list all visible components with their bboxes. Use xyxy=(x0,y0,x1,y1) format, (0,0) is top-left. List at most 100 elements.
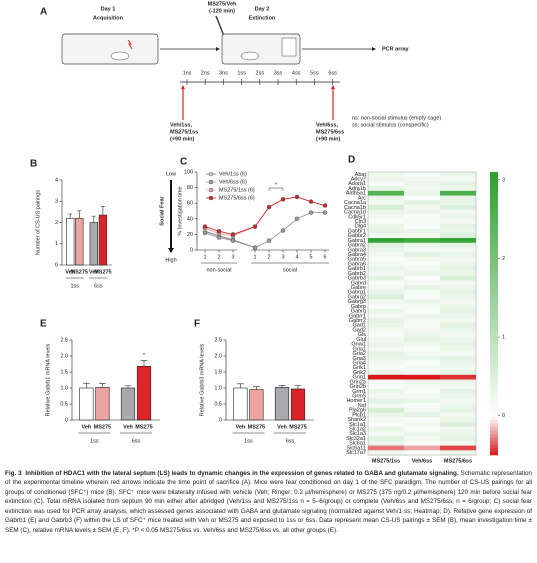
row-label: Gria4 xyxy=(353,360,366,366)
heat-cell xyxy=(368,238,404,243)
heat-cell xyxy=(440,426,476,432)
bar xyxy=(98,214,108,266)
row-label: Gad2 xyxy=(353,327,366,333)
heat-cell xyxy=(404,238,440,243)
heat-cell xyxy=(368,445,404,451)
sacrifice-label: (+90 min) xyxy=(316,136,340,142)
colorbar-step xyxy=(490,387,498,392)
heat-cell xyxy=(368,360,404,366)
heat-cell xyxy=(440,228,476,234)
heat-cell xyxy=(440,450,476,456)
panel-label: B xyxy=(30,159,37,170)
colorbar-step xyxy=(490,207,498,212)
heat-cell xyxy=(440,398,476,404)
heat-cell xyxy=(368,209,404,215)
x-tick-label: MS275 xyxy=(71,269,88,275)
heat-cell xyxy=(368,440,404,446)
heat-cell xyxy=(368,407,404,413)
row-label: Gabbr1 xyxy=(348,228,366,234)
heat-cell xyxy=(368,322,404,328)
heat-cell xyxy=(368,172,404,177)
point xyxy=(230,238,236,243)
bar xyxy=(136,365,152,421)
timeline-label: 2ns xyxy=(201,70,210,76)
error-bar xyxy=(68,213,73,219)
point xyxy=(266,204,272,210)
y-tick-label: 100 xyxy=(184,169,193,175)
row-label: Gabrd xyxy=(351,280,366,286)
heat-cell xyxy=(404,195,440,201)
bar xyxy=(95,387,110,421)
panel-label: C xyxy=(180,157,187,168)
row-label: Grik2 xyxy=(353,370,366,376)
annotation: * xyxy=(275,182,278,188)
heat-cell xyxy=(404,365,440,371)
error-bar xyxy=(77,210,82,219)
heat-cell xyxy=(440,374,476,380)
colorbar-step xyxy=(490,271,498,275)
heat-cell xyxy=(404,186,440,192)
row-label: Gabra3 xyxy=(348,247,366,253)
row-label: Gnai1 xyxy=(351,342,366,348)
colorbar-step xyxy=(490,409,498,413)
heat-cell xyxy=(368,351,404,357)
phase-label: Extinction xyxy=(249,15,276,21)
error-bar xyxy=(278,385,286,388)
colorbar-step xyxy=(490,263,498,268)
x-tick-label: Veh xyxy=(236,424,246,430)
heat-cell xyxy=(404,294,440,300)
point xyxy=(202,230,208,236)
colorbar-step xyxy=(490,242,498,247)
heat-cell xyxy=(440,412,476,418)
row-label: Gria2 xyxy=(353,351,366,357)
colorbar-step xyxy=(490,179,498,183)
heat-cell xyxy=(368,190,404,196)
heat-cell xyxy=(440,304,476,309)
x-tick-label: Veh xyxy=(65,269,75,275)
y-tick-label: 3 xyxy=(55,199,58,205)
colorbar-step xyxy=(490,172,498,176)
heat-cell xyxy=(368,275,404,281)
heat-cell xyxy=(440,322,476,328)
heat-cell xyxy=(440,407,476,413)
colorbar-step xyxy=(490,444,498,449)
figure-number: Fig. 3 xyxy=(5,470,22,477)
heat-cell xyxy=(404,266,440,272)
heat-cell xyxy=(368,370,404,376)
heat-cell xyxy=(404,360,440,366)
row-label: Gabrb3 xyxy=(348,276,366,282)
heat-cell xyxy=(368,233,404,239)
heat-cell xyxy=(440,370,476,376)
timeline-label: 3ns xyxy=(219,70,228,76)
row-label: Gls xyxy=(358,332,367,338)
row-label: Grm1 xyxy=(352,389,366,395)
error-bar xyxy=(100,206,105,216)
side-high: High xyxy=(165,257,176,263)
heat-cell xyxy=(404,200,440,206)
colorbar-step xyxy=(490,401,498,406)
row-label: Arc xyxy=(358,195,367,201)
infusion-label: MS275/Veh xyxy=(208,1,237,7)
heat-cell xyxy=(440,388,476,394)
x-tick-label: Veh xyxy=(277,424,287,430)
error-bar xyxy=(237,383,244,388)
colorbar-step xyxy=(490,200,498,205)
colorbar-step xyxy=(490,278,498,282)
row-label: Adra1b xyxy=(348,186,366,192)
heat-cell xyxy=(440,266,476,272)
y-tick-label: 20 xyxy=(187,232,193,238)
colorbar-step xyxy=(490,260,498,265)
colorbar-step xyxy=(490,391,498,396)
heat-cell xyxy=(440,261,476,267)
heat-cell xyxy=(404,379,440,385)
sacrifice-label: Veh/1ss, xyxy=(170,122,192,128)
heat-cell xyxy=(404,337,440,342)
heat-cell xyxy=(440,214,476,220)
row-label: Dlg4 xyxy=(355,224,366,230)
heat-cell xyxy=(440,360,476,366)
point xyxy=(280,197,286,202)
colorbar-step xyxy=(490,430,498,435)
heat-cell xyxy=(404,445,440,451)
row-label: Grik1 xyxy=(353,365,366,371)
heat-cell xyxy=(440,436,476,442)
